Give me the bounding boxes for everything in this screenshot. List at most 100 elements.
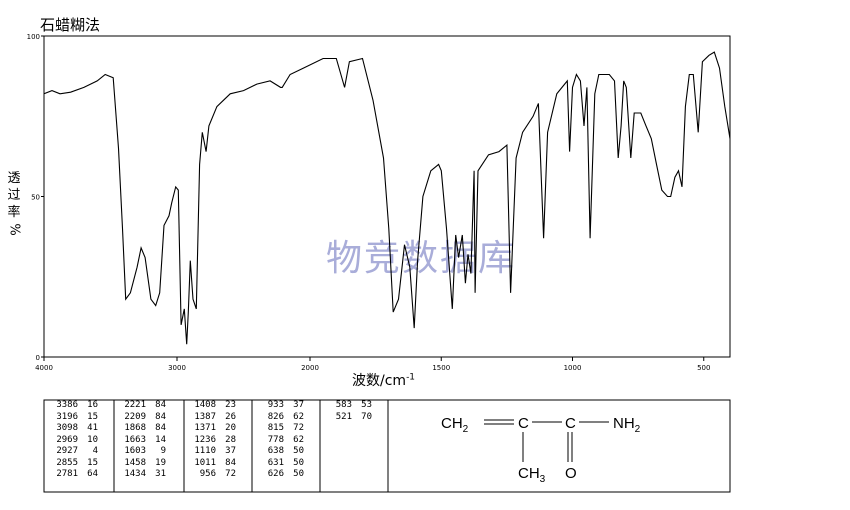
peak-row: 2855 15	[50, 458, 98, 470]
x-tick-label: 2000	[301, 364, 319, 372]
peak-transmittance: 41	[87, 423, 98, 433]
peak-wavenumber: 778	[267, 434, 284, 445]
peak-wavenumber: 956	[199, 469, 216, 479]
peak-transmittance: 14	[155, 434, 166, 445]
peak-transmittance: 9	[160, 446, 166, 456]
peak-wavenumber: 1434	[124, 469, 146, 479]
peak-wavenumber: 2781	[56, 469, 78, 479]
watermark: 物竞数据库	[326, 238, 516, 279]
peak-transmittance: 50	[293, 469, 304, 479]
peak-row: 1387 26	[188, 412, 236, 424]
y-label-char-2: 过	[7, 188, 21, 203]
peak-wavenumber: 1387	[194, 411, 216, 422]
peak-row: 1110 37	[188, 446, 236, 458]
peak-wavenumber: 521	[335, 411, 352, 422]
peak-transmittance: 19	[155, 457, 166, 468]
peak-transmittance: 23	[225, 400, 236, 410]
peak-transmittance: 62	[293, 411, 304, 422]
peak-row: 583 53	[324, 400, 372, 412]
y-label-char-1: 透	[7, 171, 21, 186]
peak-wavenumber: 2221	[124, 400, 146, 410]
peak-transmittance: 84	[155, 423, 166, 433]
peak-wavenumber: 1868	[124, 423, 146, 433]
y-tick-label: 100	[27, 33, 40, 41]
peak-transmittance: 70	[361, 411, 372, 422]
struct-nh2: NH2	[613, 415, 641, 435]
peak-transmittance: 37	[225, 446, 236, 456]
peak-wavenumber: 1408	[194, 400, 216, 410]
peak-wavenumber: 1371	[194, 423, 216, 433]
peak-row: 2969 10	[50, 435, 98, 447]
peak-row: 1458 19	[118, 458, 166, 470]
peak-wavenumber: 1663	[124, 434, 146, 445]
peak-transmittance: 53	[361, 400, 372, 410]
spectrum-title: 石蜡糊法	[40, 16, 101, 34]
peak-table-col-2: 2221 84 2209 84 1868 84 1663 14 1603 9 1458 19 1434 3…	[118, 400, 166, 481]
peak-wavenumber: 1458	[124, 457, 146, 468]
peak-row: 933 37	[256, 400, 304, 412]
peak-row: 1371 20	[188, 423, 236, 435]
peak-table-col-3: 1408 23 1387 26 1371 20 1236 28 1110 37 1011 84 956 7…	[188, 400, 236, 481]
peak-row: 1408 23	[188, 400, 236, 412]
peak-transmittance: 26	[225, 411, 236, 422]
x-label-superscript: -1	[406, 372, 416, 383]
peak-table-col-1: 3386 16 3196 15 3098 41 2969 10 2927 4 2855 15 2781 6…	[50, 400, 98, 481]
x-axis-label: 波数/cm-1	[352, 370, 415, 390]
struct-c2: C	[565, 415, 576, 432]
axis-ticks: 4000 3000 2000 1500 1000 500 0 50 100	[27, 33, 711, 372]
peak-row: 521 70	[324, 412, 372, 424]
struct-ch3: CH3	[518, 465, 546, 485]
peak-row: 626 50	[256, 469, 304, 481]
peak-wavenumber: 3196	[56, 411, 78, 422]
peak-row: 1868 84	[118, 423, 166, 435]
peak-transmittance: 72	[293, 423, 304, 433]
peak-transmittance: 31	[155, 469, 166, 479]
x-tick-label: 500	[697, 364, 710, 372]
peak-transmittance: 10	[87, 434, 98, 445]
peak-wavenumber: 583	[335, 400, 352, 410]
peak-row: 3196 15	[50, 412, 98, 424]
peak-row: 956 72	[188, 469, 236, 481]
peak-row: 1011 84	[188, 458, 236, 470]
peak-transmittance: 64	[87, 469, 98, 479]
peak-row: 3386 16	[50, 400, 98, 412]
peak-transmittance: 84	[155, 411, 166, 422]
peak-row: 638 50	[256, 446, 304, 458]
struct-o: O	[565, 465, 577, 482]
peak-row: 1603 9	[118, 446, 166, 458]
peak-wavenumber: 626	[267, 469, 284, 479]
x-tick-label: 3000	[168, 364, 186, 372]
peak-wavenumber: 815	[267, 423, 284, 433]
peak-row: 778 62	[256, 435, 304, 447]
peak-transmittance: 50	[293, 446, 304, 456]
peak-transmittance: 72	[225, 469, 236, 479]
peak-wavenumber: 1110	[194, 446, 216, 456]
struct-ch2: CH2	[441, 415, 469, 435]
peak-wavenumber: 2855	[56, 457, 78, 468]
peak-wavenumber: 826	[267, 411, 284, 422]
peak-row: 631 50	[256, 458, 304, 470]
peak-transmittance: 62	[293, 434, 304, 445]
peak-row: 815 72	[256, 423, 304, 435]
plot-frame	[43, 35, 731, 358]
peak-row: 2209 84	[118, 412, 166, 424]
y-tick-label: 0	[36, 354, 40, 362]
peak-table-col-4: 933 37 826 62 815 72 778 62 638 50 631 50 626 50	[256, 400, 304, 481]
peak-transmittance: 16	[87, 400, 98, 410]
peak-row: 1663 14	[118, 435, 166, 447]
peak-row: 2221 84	[118, 400, 166, 412]
peak-row: 3098 41	[50, 423, 98, 435]
peak-transmittance: 15	[87, 457, 98, 468]
peak-transmittance: 28	[225, 434, 236, 445]
peak-table-frame	[43, 399, 731, 493]
peak-transmittance: 15	[87, 411, 98, 422]
peak-wavenumber: 1011	[194, 457, 216, 468]
x-tick-label: 4000	[35, 364, 53, 372]
transmittance-curve	[43, 51, 731, 345]
peak-wavenumber: 1236	[194, 434, 216, 445]
peak-wavenumber: 1603	[124, 446, 146, 456]
peak-transmittance: 37	[293, 400, 304, 410]
peak-wavenumber: 3386	[56, 400, 78, 410]
peak-transmittance: 4	[92, 446, 98, 456]
